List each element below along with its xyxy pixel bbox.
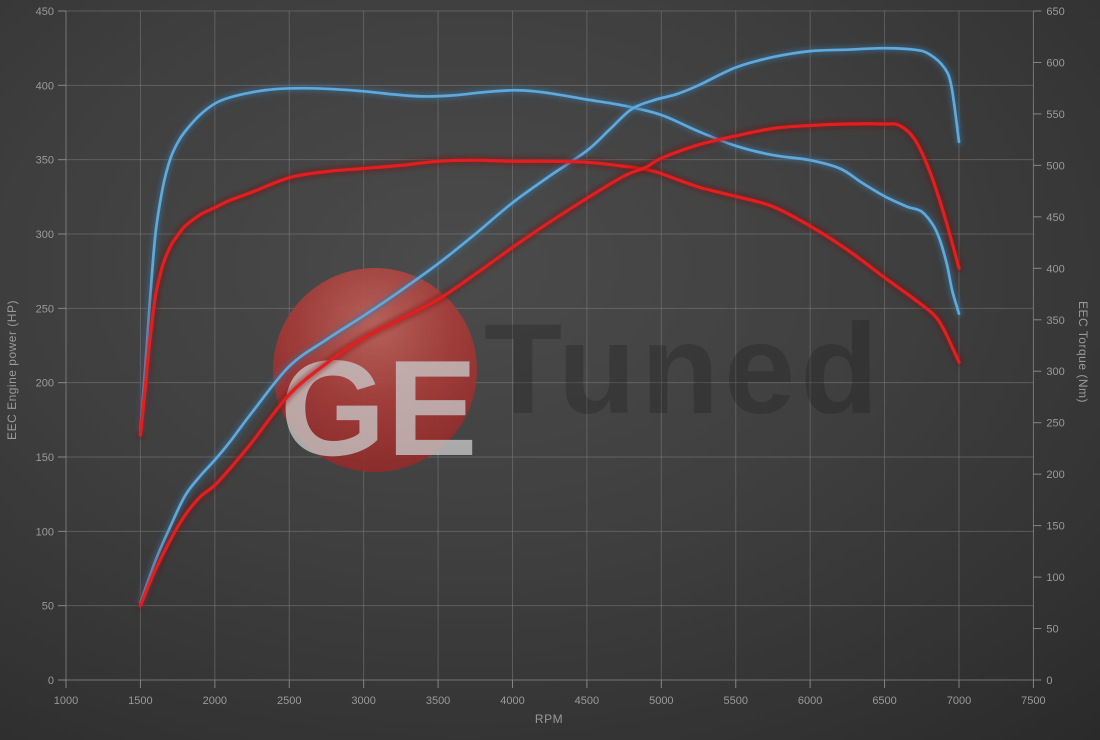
x-tick-label: 5000 — [649, 695, 673, 707]
y-left-tick-label: 350 — [36, 155, 54, 167]
y-right-tick-label: 50 — [1046, 624, 1058, 636]
y-left-tick-label: 450 — [36, 6, 54, 18]
x-tick-label: 2500 — [277, 695, 301, 707]
y-right-tick-label: 200 — [1046, 469, 1064, 481]
curve-power_red — [138, 122, 961, 608]
y-left-tick-label: 200 — [36, 378, 54, 390]
x-tick-label: 6000 — [798, 695, 822, 707]
y-right-tick-label: 650 — [1046, 6, 1064, 18]
y-left-tick-label: 300 — [36, 229, 54, 241]
y-right-tick-label: 600 — [1046, 57, 1064, 69]
x-tick-label: 7000 — [947, 695, 971, 707]
y-right-tick-label: 400 — [1046, 263, 1064, 275]
x-tick-label: 2000 — [203, 695, 227, 707]
y-left-tick-label: 150 — [36, 452, 54, 464]
x-tick-label: 1000 — [54, 695, 78, 707]
y-left-tick-label: 250 — [36, 303, 54, 315]
y-right-tick-label: 150 — [1046, 521, 1064, 533]
y-right-tick-label: 350 — [1046, 315, 1064, 327]
y-axis-right-title: EEC Torque (Nm) — [1076, 301, 1090, 403]
x-tick-label: 4000 — [500, 695, 524, 707]
watermark-text-light: GE — [280, 332, 479, 484]
y-right-tick-label: 450 — [1046, 212, 1064, 224]
y-left-tick-label: 100 — [36, 526, 54, 538]
curve-torque_red — [138, 158, 961, 437]
curve-torque_blue — [139, 86, 961, 432]
dyno-curves — [136, 44, 963, 610]
y-left-tick-label: 0 — [48, 675, 54, 687]
x-tick-label: 4500 — [575, 695, 599, 707]
y-right-tick-label: 100 — [1046, 572, 1064, 584]
y-right-tick-label: 500 — [1046, 160, 1064, 172]
y-right-tick-label: 0 — [1046, 675, 1052, 687]
y-axis-left-title: EEC Engine power (HP) — [5, 300, 19, 440]
x-axis-title: RPM — [535, 712, 563, 726]
x-tick-label: 6500 — [872, 695, 896, 707]
x-tick-label: 1500 — [128, 695, 152, 707]
y-right-tick-label: 300 — [1046, 366, 1064, 378]
y-left-tick-label: 50 — [42, 601, 54, 613]
x-tick-label: 3000 — [351, 695, 375, 707]
watermark-circle — [273, 268, 477, 472]
x-tick-label: 3500 — [426, 695, 450, 707]
y-right-tick-label: 250 — [1046, 418, 1064, 430]
watermark: GE Tuned — [273, 268, 883, 484]
watermark-text-dark: Tuned — [484, 298, 883, 441]
x-tick-label: 5500 — [723, 695, 747, 707]
y-left-tick-label: 400 — [36, 80, 54, 92]
gridlines — [58, 10, 1042, 688]
y-right-tick-label: 550 — [1046, 109, 1064, 121]
x-tick-label: 7500 — [1021, 695, 1045, 707]
axis-tick-labels: 1000 1500 2000 2500 3000 3500 4000 4500 5000 5500… — [36, 6, 1065, 707]
